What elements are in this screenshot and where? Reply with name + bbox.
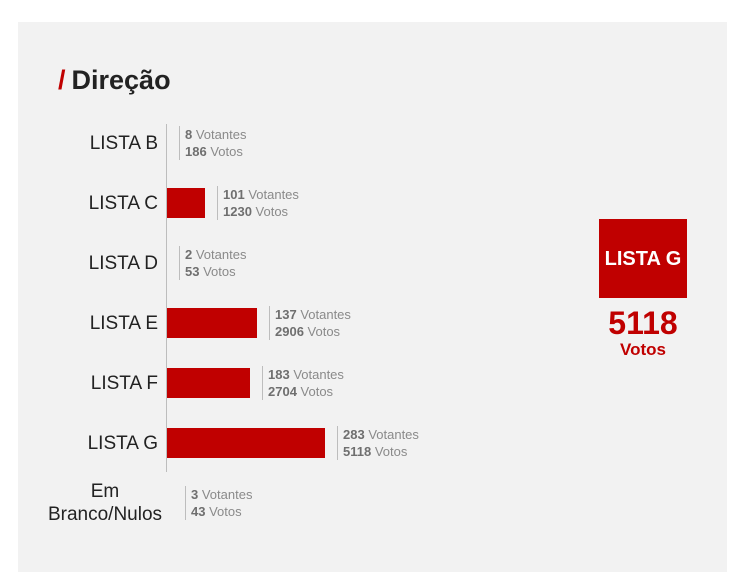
category-label-lista-c: LISTA C [88, 193, 158, 214]
category-label-lista-f: LISTA F [90, 373, 158, 394]
data-label-lista-c: 101 Votantes 1230 Votos [217, 186, 299, 220]
winner-votes: 5118 [608, 305, 678, 341]
bar-lista-c [167, 188, 205, 218]
category-label-lista-b: LISTA B [89, 133, 158, 154]
data-label-lista-b: 8 Votantes 186 Votos [179, 126, 246, 160]
bar-lista-g [167, 428, 325, 458]
category-label-em-branco-nulos: Em Branco/Nulos [47, 481, 163, 525]
bar-lista-e [167, 308, 257, 338]
category-label-lista-e: LISTA E [89, 313, 158, 334]
category-label-lista-g: LISTA G [87, 433, 158, 454]
y-axis-line [166, 124, 167, 472]
category-label-lista-d: LISTA D [88, 253, 158, 274]
data-label-lista-f: 183 Votantes 2704 Votos [262, 366, 344, 400]
data-label-lista-g: 283 Votantes 5118 Votos [337, 426, 419, 460]
bar-lista-f [167, 368, 250, 398]
winner-votes-unit: Votos [620, 340, 666, 359]
data-label-lista-d: 2 Votantes 53 Votos [179, 246, 246, 280]
chart-title: / Direção [58, 62, 171, 98]
winner-name: LISTA G [604, 247, 682, 270]
data-label-lista-e: 137 Votantes 2906 Votos [269, 306, 351, 340]
winner-box: LISTA G [599, 219, 687, 298]
data-label-em-branco-nulos: 3 Votantes 43 Votos [185, 486, 252, 520]
title-text: Direção [71, 65, 171, 95]
title-slash: / [58, 65, 66, 95]
